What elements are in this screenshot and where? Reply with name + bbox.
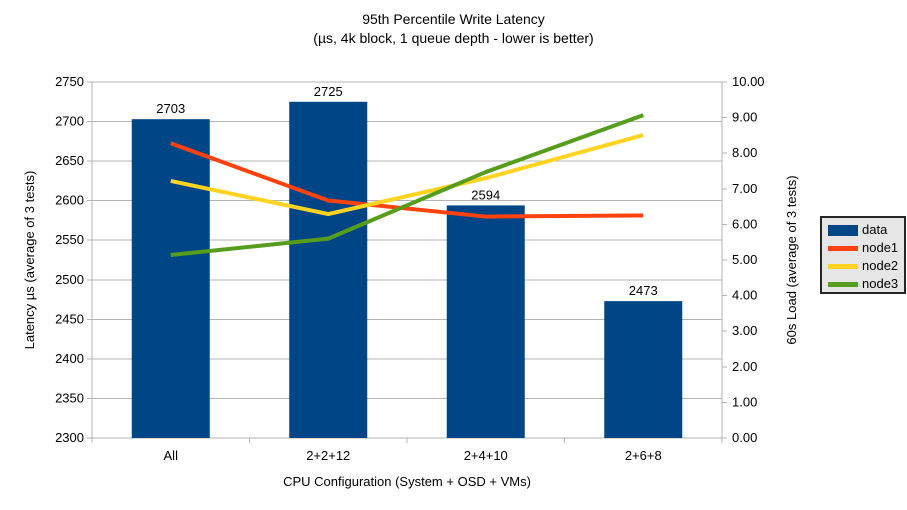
bar <box>446 205 525 438</box>
legend-swatch-line <box>828 263 858 269</box>
legend-swatch-line <box>828 281 858 287</box>
right-axis-tick-label: 10.00 <box>732 74 765 89</box>
right-axis-tick-label: 1.00 <box>732 394 757 409</box>
legend-label: node3 <box>862 276 899 291</box>
left-axis-title: Latency µs (average of 3 tests) <box>22 170 37 350</box>
chart-title: 95th Percentile Write Latency (µs, 4k bl… <box>0 10 907 48</box>
legend-item-node1: node1 <box>828 239 904 257</box>
legend-item-data: data <box>828 221 904 239</box>
bar <box>604 301 683 438</box>
bar-data-label: 2703 <box>156 101 185 116</box>
legend: data node1 node2 node3 <box>820 216 906 294</box>
left-axis-tick-label: 2350 <box>55 390 84 405</box>
bar <box>289 101 368 439</box>
left-axis-tick-label: 2400 <box>55 351 84 366</box>
x-category-label: 2+2+12 <box>306 448 350 463</box>
x-category-label: 2+6+8 <box>625 448 662 463</box>
legend-label: data <box>862 222 888 237</box>
right-axis-tick-label: 2.00 <box>732 359 757 374</box>
series-line-node2 <box>170 133 644 217</box>
series-line-node3 <box>170 113 644 258</box>
left-axis-tick-label: 2650 <box>55 153 84 168</box>
left-axis-tick-label: 2700 <box>55 114 84 129</box>
chart-title-line1: 95th Percentile Write Latency <box>362 11 545 27</box>
legend-label: node2 <box>862 258 899 273</box>
left-axis-tick-label: 2500 <box>55 272 84 287</box>
x-category-label: All <box>164 448 179 463</box>
right-axis-tick-label: 4.00 <box>732 288 757 303</box>
series-line-node1 <box>170 141 644 219</box>
left-axis-tick-label: 2750 <box>55 74 84 89</box>
left-axis-tick-label: 2600 <box>55 193 84 208</box>
left-axis-tick-label: 2550 <box>55 232 84 247</box>
x-axis-title: CPU Configuration (System + OSD + VMs) <box>283 474 531 489</box>
right-axis-tick-label: 5.00 <box>732 252 757 267</box>
right-axis-tick-label: 8.00 <box>732 145 757 160</box>
bar <box>131 119 210 438</box>
left-axis-tick-label: 2450 <box>55 311 84 326</box>
right-axis-title: 60s Load (average of 3 tests) <box>784 175 799 345</box>
right-axis-tick-label: 9.00 <box>732 110 757 125</box>
legend-label: node1 <box>862 240 899 255</box>
legend-item-node3: node3 <box>828 275 904 293</box>
right-axis-tick-label: 7.00 <box>732 181 757 196</box>
right-axis-tick-label: 6.00 <box>732 216 757 231</box>
left-axis-tick-label: 2300 <box>55 430 84 445</box>
bar-data-label: 2725 <box>314 84 343 99</box>
chart-title-line2: (µs, 4k block, 1 queue depth - lower is … <box>313 30 594 46</box>
legend-swatch-bar <box>828 224 858 236</box>
legend-swatch-line <box>828 245 858 251</box>
bar-data-label: 2473 <box>629 283 658 298</box>
right-axis-tick-label: 0.00 <box>732 430 757 445</box>
bar-data-label: 2594 <box>471 187 500 202</box>
x-category-label: 2+4+10 <box>464 448 508 463</box>
right-axis-tick-label: 3.00 <box>732 323 757 338</box>
legend-item-node2: node2 <box>828 257 904 275</box>
